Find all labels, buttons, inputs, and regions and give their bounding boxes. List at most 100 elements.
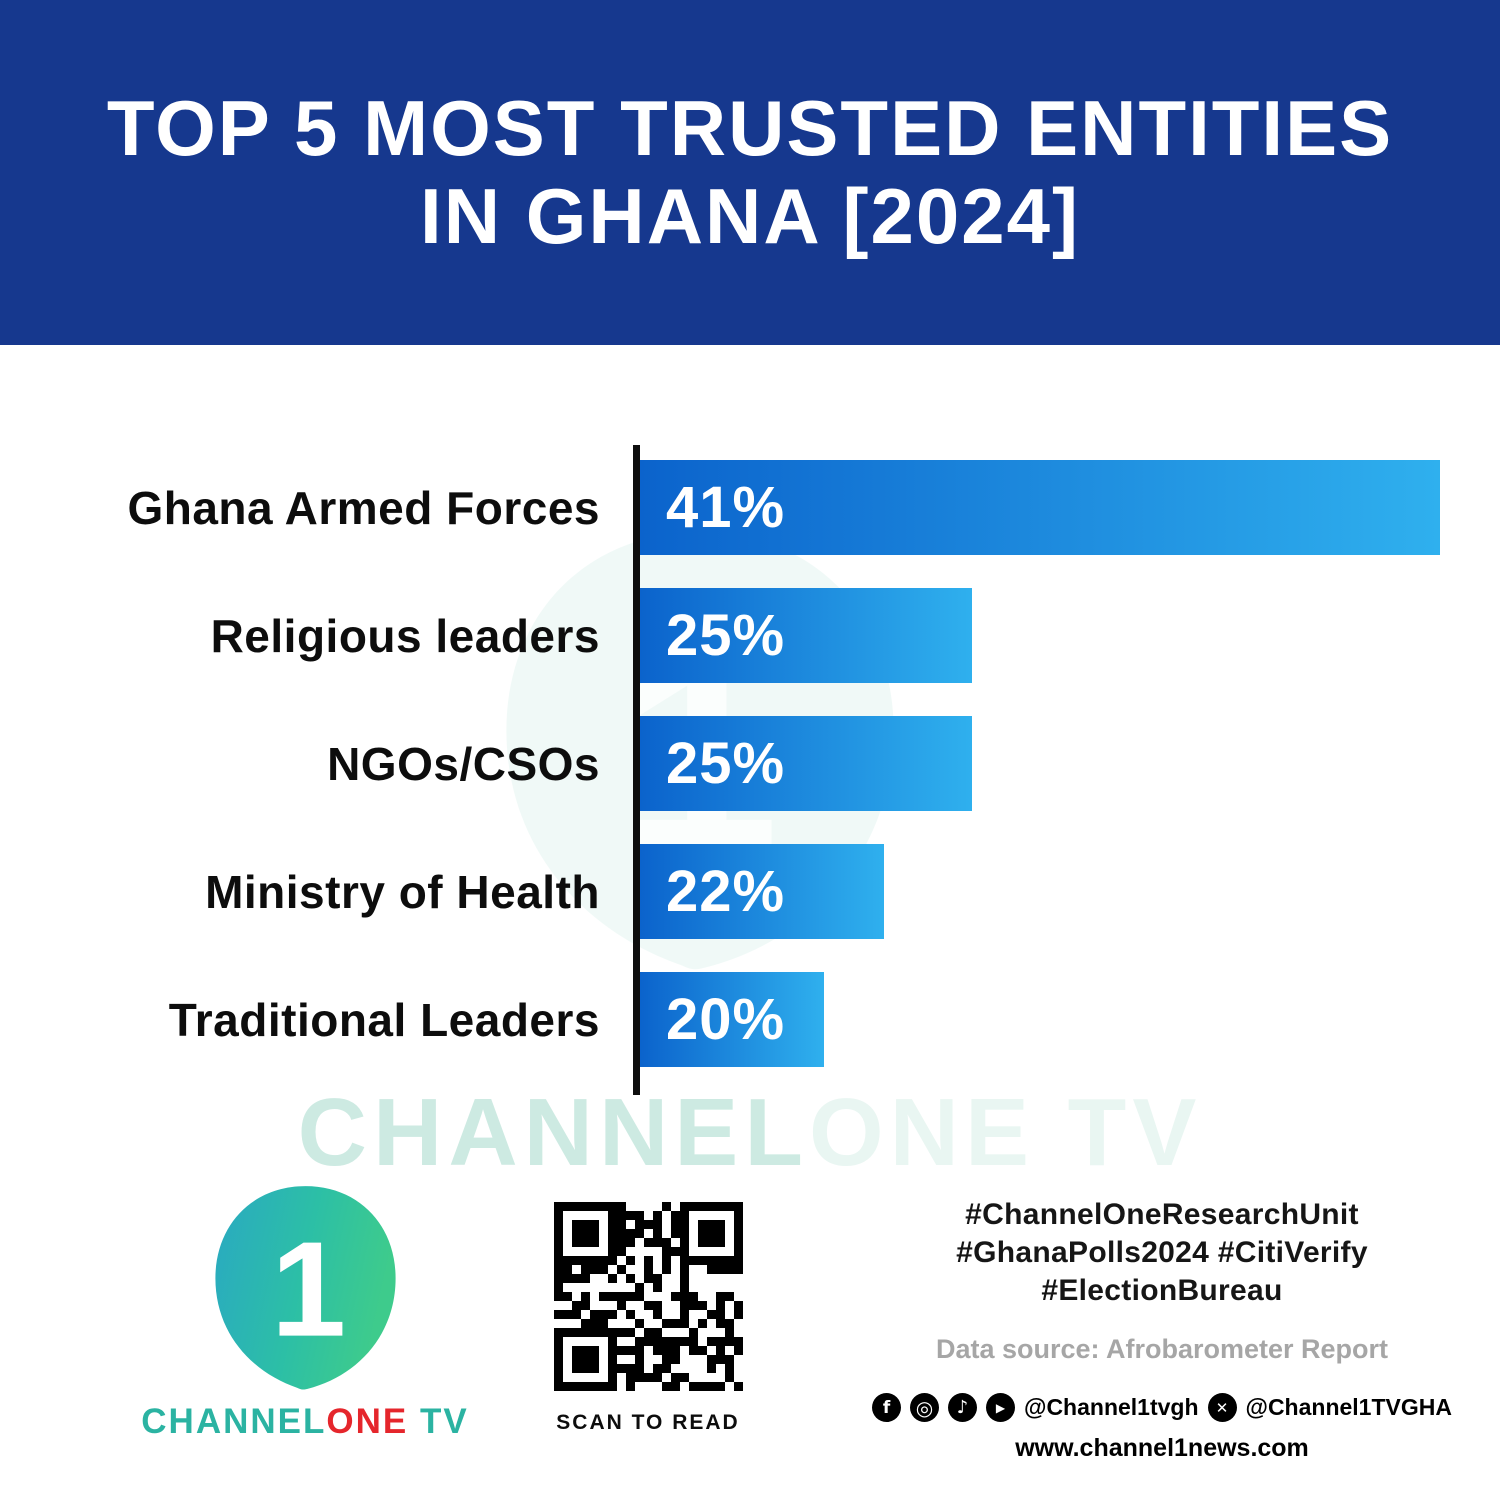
qr-module	[625, 1328, 635, 1337]
qr-module	[553, 1202, 563, 1211]
qr-module	[670, 1292, 680, 1301]
qr-module	[644, 1364, 653, 1373]
qr-module	[653, 1355, 662, 1364]
qr-module	[725, 1220, 734, 1229]
qr-module	[562, 1202, 572, 1211]
hashtag-line-3: #ElectionBureau	[1041, 1274, 1283, 1307]
footer-info-block: #ChannelOneResearchUnit #GhanaPolls2024 …	[862, 1196, 1462, 1463]
qr-module	[590, 1247, 599, 1256]
qr-module	[679, 1238, 689, 1247]
qr-module	[661, 1364, 671, 1373]
qr-module	[580, 1346, 590, 1355]
qr-module	[563, 1238, 572, 1247]
qr-module	[644, 1382, 653, 1391]
qr-module	[590, 1373, 599, 1382]
qr-module	[662, 1301, 671, 1310]
qr-module	[689, 1229, 698, 1238]
qr-module	[689, 1220, 698, 1229]
qr-module	[688, 1346, 698, 1355]
qr-module	[661, 1202, 671, 1211]
qr-module	[572, 1283, 581, 1292]
qr-module	[608, 1301, 617, 1310]
qr-module	[652, 1301, 662, 1310]
qr-module	[652, 1211, 662, 1220]
qr-module	[625, 1346, 635, 1355]
qr-module	[617, 1283, 626, 1292]
bar: 25%	[640, 716, 972, 811]
qr-module	[571, 1310, 581, 1319]
qr-module	[652, 1364, 662, 1373]
qr-module	[580, 1265, 590, 1274]
website-url: www.channel1news.com	[1015, 1434, 1309, 1462]
qr-module	[616, 1265, 626, 1274]
qr-module	[725, 1238, 734, 1247]
qr-module	[571, 1328, 581, 1337]
qr-module	[661, 1346, 671, 1355]
qr-module	[733, 1337, 743, 1346]
qr-module	[689, 1265, 698, 1274]
qr-module	[679, 1265, 689, 1274]
qr-module	[626, 1283, 635, 1292]
qr-module	[644, 1346, 653, 1355]
qr-module	[563, 1283, 572, 1292]
qr-module	[563, 1220, 572, 1229]
qr-module	[589, 1202, 599, 1211]
qr-module	[572, 1319, 581, 1328]
qr-module	[679, 1337, 689, 1346]
qr-module	[553, 1256, 563, 1265]
qr-module	[734, 1355, 743, 1364]
qr-module	[571, 1346, 581, 1355]
bar-chart: Ghana Armed Forces 41% Religious leaders…	[0, 440, 1500, 1110]
qr-module	[679, 1319, 689, 1328]
qr-module	[616, 1364, 626, 1373]
qr-module	[689, 1283, 698, 1292]
qr-module	[733, 1346, 743, 1355]
qr-module	[724, 1265, 734, 1274]
qr-module	[580, 1364, 590, 1373]
qr-module	[571, 1301, 581, 1310]
qr-module	[626, 1265, 635, 1274]
brand-channel: CHANNEL	[141, 1402, 327, 1441]
qr-module	[580, 1202, 590, 1211]
channel-one-logo-icon: 1	[214, 1186, 396, 1390]
logo-number: 1	[270, 1214, 345, 1365]
qr-module	[689, 1247, 698, 1256]
qr-module	[733, 1256, 743, 1265]
qr-module	[733, 1220, 743, 1229]
chart-row: Ghana Armed Forces 41%	[0, 460, 1500, 555]
qr-module	[599, 1238, 608, 1247]
qr-module	[599, 1346, 608, 1355]
qr-module	[662, 1328, 671, 1337]
qr-module	[589, 1265, 599, 1274]
qr-module	[679, 1211, 689, 1220]
qr-module	[553, 1292, 563, 1301]
qr-module	[661, 1319, 671, 1328]
qr-module	[625, 1364, 635, 1373]
qr-module	[652, 1274, 662, 1283]
qr-module	[563, 1364, 572, 1373]
qr-module	[661, 1265, 671, 1274]
qr-module	[733, 1229, 743, 1238]
qr-module	[599, 1364, 608, 1373]
qr-module	[617, 1382, 626, 1391]
qr-module	[652, 1373, 662, 1382]
qr-module	[634, 1355, 644, 1364]
qr-module	[733, 1202, 743, 1211]
qr-module	[689, 1274, 698, 1283]
qr-module	[599, 1274, 608, 1283]
qr-module	[707, 1346, 716, 1355]
qr-module	[589, 1382, 599, 1391]
qr-module	[733, 1238, 743, 1247]
qr-module	[598, 1292, 608, 1301]
qr-module	[697, 1301, 707, 1310]
qr-module	[706, 1220, 716, 1229]
qr-module	[553, 1211, 563, 1220]
qr-module	[679, 1310, 689, 1319]
bar-category-label: Traditional Leaders	[168, 993, 600, 1046]
qr-module	[589, 1229, 599, 1238]
qr-module	[698, 1265, 707, 1274]
qr-module	[571, 1382, 581, 1391]
qr-module	[580, 1319, 590, 1328]
qr-module	[617, 1373, 626, 1382]
qr-module	[625, 1292, 635, 1301]
